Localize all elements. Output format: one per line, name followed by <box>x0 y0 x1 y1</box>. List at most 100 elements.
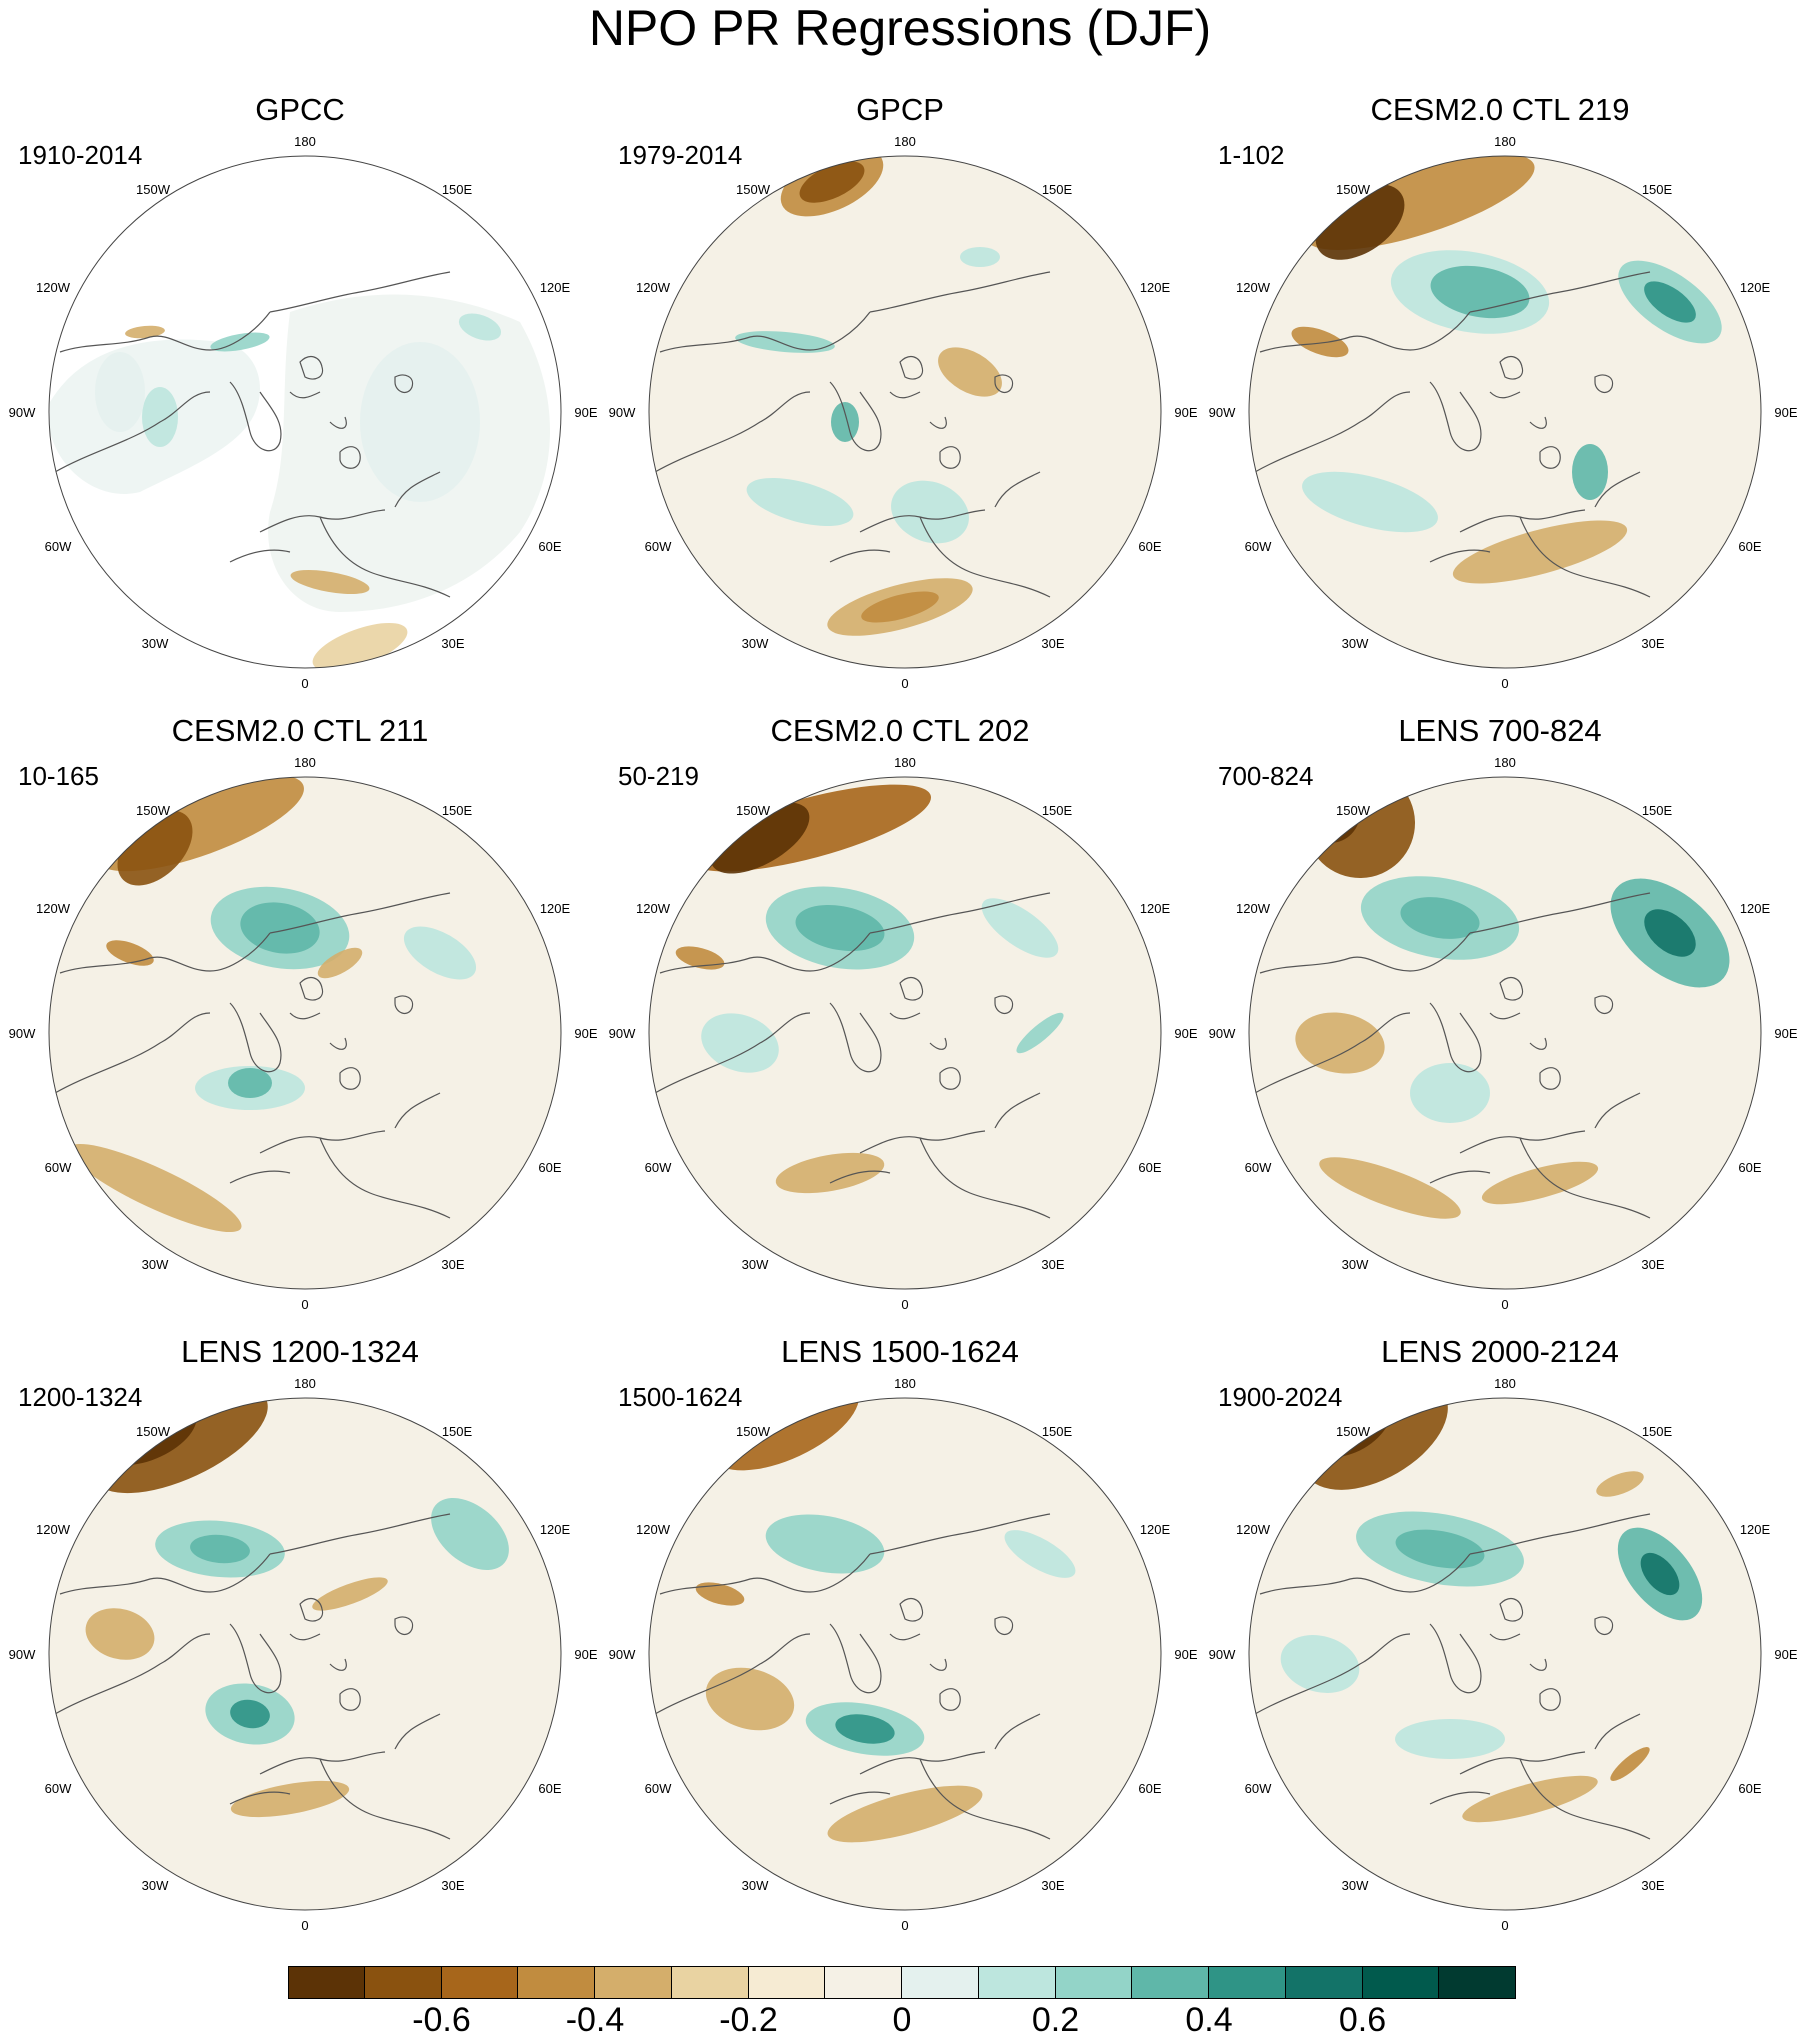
anomaly-contour <box>1462 1775 1598 1823</box>
coastline <box>654 892 1051 1219</box>
longitude-label: 0 <box>1501 676 1508 691</box>
longitude-label: 90E <box>1774 405 1797 420</box>
map-border <box>48 776 562 1290</box>
anomaly-contour <box>1644 281 1696 323</box>
longitude-label: 180 <box>294 1376 316 1391</box>
longitude-label: 30E <box>1641 1878 1664 1893</box>
panel-period: 1910-2014 <box>18 140 143 170</box>
anomaly-contour <box>705 1667 795 1731</box>
anomaly-contour <box>360 342 480 502</box>
colorbar-swatch <box>441 1966 519 1999</box>
longitude-label: 90W <box>609 1647 636 1662</box>
longitude-label: 150W <box>136 803 171 818</box>
anomaly-contour <box>317 947 363 979</box>
longitude-label: 30W <box>742 636 769 651</box>
anomaly-contour <box>1410 1063 1490 1123</box>
colorbar-frame <box>288 1966 1516 1999</box>
panel-title: LENS 1500-1624 <box>781 1334 1019 1369</box>
map-panel-cesm-ctl-219: CESM2.0 CTL 219 1-102 180 150W 150E 120W 120… <box>1200 92 1800 692</box>
map-border <box>48 155 562 669</box>
longitude-label: 150E <box>1642 803 1673 818</box>
longitude-label: 150E <box>1642 182 1673 197</box>
anomaly-contour <box>431 1497 509 1571</box>
anomaly-contour <box>106 940 154 966</box>
ocean-background <box>649 156 1161 668</box>
colorbar-swatch <box>518 1966 595 1999</box>
panel-period: 1200-1324 <box>18 1382 143 1412</box>
longitude-label: 120W <box>1236 901 1271 916</box>
colorbar-swatch <box>1209 1966 1286 1999</box>
longitude-label: 90W <box>1209 1647 1236 1662</box>
anomaly-contour <box>125 325 165 339</box>
longitude-label: 150W <box>136 182 171 197</box>
longitude-label: 30E <box>1041 1257 1064 1272</box>
anomaly-contour <box>861 591 939 623</box>
polar-map: 180 150W 150E 120W 120E 90W 90E 60W 60E 30W 30E 0 <box>9 755 598 1312</box>
longitude-label: 30E <box>1641 1257 1664 1272</box>
anomaly-contour <box>1280 1635 1360 1693</box>
panel-period: 1979-2014 <box>618 140 743 170</box>
anomaly-contour <box>695 1582 745 1606</box>
longitude-label: 120W <box>636 280 671 295</box>
anomaly-contour <box>228 1068 272 1098</box>
map-border <box>1248 1397 1762 1911</box>
longitude-label: 120W <box>1236 1522 1271 1537</box>
anomaly-contour <box>1640 1552 1680 1596</box>
longitude-label: 60E <box>538 1160 561 1175</box>
map-border <box>648 1397 1162 1911</box>
anomaly-contour <box>1319 1157 1461 1219</box>
longitude-label: 120E <box>540 901 571 916</box>
polar-map: 180 150W 150E 120W 120E 90W 90E 60W 60E 30W 30E 0 <box>1209 134 1798 691</box>
longitude-label: 120W <box>36 1522 71 1537</box>
longitude-label: 0 <box>301 1297 308 1312</box>
longitude-label: 0 <box>301 676 308 691</box>
longitude-label: 150E <box>442 803 473 818</box>
map-panel-gpcc: GPCC 1910-2014 180 150W 150E 120W 120E 90W 90E… <box>0 92 600 692</box>
panel-title: LENS 1200-1324 <box>181 1334 419 1369</box>
anomaly-contour <box>312 1577 388 1611</box>
longitude-label: 120E <box>540 280 571 295</box>
coastline <box>54 892 451 1219</box>
anomaly-contour <box>827 1785 983 1843</box>
longitude-label: 150W <box>136 1424 171 1439</box>
colorbar-tick-label: -0.2 <box>719 2001 778 2039</box>
anomaly-contour <box>312 622 408 668</box>
longitude-label: 150E <box>442 1424 473 1439</box>
longitude-label: 30E <box>441 636 464 651</box>
longitude-label: 90W <box>9 405 36 420</box>
map-panel-cesm-ctl-211: CESM2.0 CTL 211 10-165 180 150W 150E 120W 12… <box>0 713 600 1313</box>
longitude-label: 0 <box>301 1918 308 1933</box>
anomaly-contour <box>1610 1747 1650 1781</box>
longitude-label: 120W <box>36 280 71 295</box>
panel-title: LENS 700-824 <box>1398 713 1602 748</box>
panel-title: GPCC <box>255 92 345 127</box>
longitude-label: 180 <box>894 134 916 149</box>
anomaly-contour <box>891 480 969 544</box>
anomaly-contour <box>190 1534 250 1564</box>
anomaly-contour <box>1452 520 1628 584</box>
anomaly-contour <box>240 902 320 954</box>
longitude-label: 120W <box>1236 280 1271 295</box>
anomaly-contour <box>1291 326 1349 358</box>
longitude-label: 120E <box>1740 901 1771 916</box>
longitude-label: 30W <box>1342 636 1369 651</box>
anomaly-contour <box>1481 1161 1599 1205</box>
longitude-label: 180 <box>294 755 316 770</box>
panel-title: GPCP <box>856 92 944 127</box>
longitude-label: 0 <box>1501 1297 1508 1312</box>
longitude-label: 90E <box>574 405 597 420</box>
longitude-label: 150E <box>1642 1424 1673 1439</box>
anomaly-contour <box>775 1152 885 1194</box>
panel-title: LENS 2000-2124 <box>1381 1334 1619 1369</box>
panel-title: CESM2.0 CTL 202 <box>770 713 1030 748</box>
longitude-label: 90W <box>1209 405 1236 420</box>
map-panel-lens-2000-2124: LENS 2000-2124 1900-2024 180 150W 150E 120W… <box>1200 1334 1800 1934</box>
longitude-label: 120E <box>1140 901 1171 916</box>
coastline <box>1254 271 1651 598</box>
longitude-label: 90W <box>609 1026 636 1041</box>
colorbar-swatch <box>288 1966 365 1999</box>
colorbar-tick-label: 0 <box>892 2001 912 2039</box>
polar-map: 180 150W 150E 120W 120E 90W 90E 60W 60E 30W 30E 0 <box>9 1376 598 1933</box>
longitude-label: 90W <box>609 405 636 420</box>
longitude-label: 150W <box>1336 803 1371 818</box>
